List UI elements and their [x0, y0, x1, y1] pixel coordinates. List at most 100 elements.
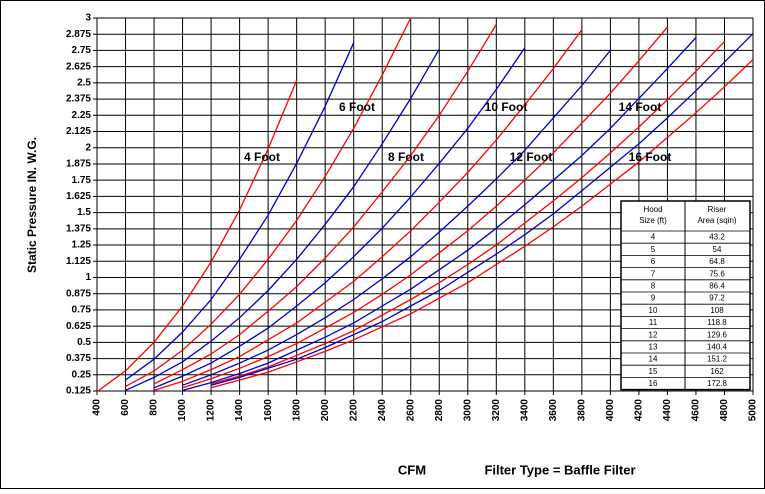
x-tick-label: 3000	[462, 399, 473, 422]
y-tick-label: 1.75	[72, 175, 92, 186]
y-tick-label: 1.375	[66, 223, 91, 234]
y-tick-label: 1	[85, 272, 91, 283]
table-cell: 12	[649, 330, 658, 339]
curve-label: 14 Foot	[619, 100, 662, 114]
table-cell: 10	[649, 306, 658, 315]
curve	[96, 80, 298, 393]
y-tick-label: 2	[85, 142, 91, 153]
curve-label: 12 Foot	[510, 150, 553, 164]
table-cell: 7	[651, 269, 656, 278]
table-cell: 64.8	[709, 257, 725, 266]
subtitle: Filter Type = Baffle Filter	[484, 462, 635, 477]
y-tick-label: 2.5	[77, 78, 91, 89]
table-cell: 14	[649, 355, 658, 364]
curve	[182, 26, 668, 389]
x-tick-label: 3200	[491, 399, 502, 422]
curve	[153, 24, 497, 385]
x-tick-label: 4800	[719, 399, 730, 422]
curve	[153, 29, 583, 392]
y-tick-label: 0.25	[72, 369, 92, 380]
y-tick-label: 1.875	[66, 159, 91, 170]
x-tick-label: 4400	[662, 399, 673, 422]
curve-label: 8 Foot	[388, 150, 424, 164]
x-tick-label: 2000	[320, 399, 331, 422]
curve	[153, 47, 526, 389]
y-tick-label: 2.125	[66, 126, 91, 137]
y-axis-label: Static Pressure IN. W.G.	[25, 137, 39, 273]
y-tick-label: 1.625	[66, 191, 91, 202]
curve	[182, 37, 697, 392]
table-cell: 86.4	[709, 282, 725, 291]
x-tick-label: 4600	[691, 399, 702, 422]
table-cell: 6	[651, 257, 656, 266]
y-tick-label: 1.125	[66, 256, 91, 267]
x-tick-label: 2400	[377, 399, 388, 422]
x-tick-label: 400	[92, 399, 103, 416]
y-tick-label: 0.75	[72, 305, 92, 316]
x-tick-label: 3400	[519, 399, 530, 422]
y-tick-label: 1.25	[72, 240, 92, 251]
table-cell: 75.6	[709, 269, 725, 278]
x-tick-label: 4000	[605, 399, 616, 422]
table-cell: 108	[710, 306, 724, 315]
curve-label: 6 Foot	[339, 100, 375, 114]
table-cell: 16	[649, 379, 658, 388]
table-cell: 97.2	[709, 294, 725, 303]
curve	[125, 48, 440, 391]
curve	[182, 49, 611, 386]
x-tick-label: 1000	[177, 399, 188, 422]
curve	[210, 33, 754, 386]
table-cell: 54	[713, 245, 722, 254]
curve	[210, 59, 754, 389]
y-tick-label: 3	[85, 13, 91, 24]
y-tick-label: 2.375	[66, 94, 91, 105]
curve	[125, 17, 412, 388]
curve	[125, 42, 355, 381]
x-tick-label: 1600	[263, 399, 274, 422]
table-cell: 15	[649, 367, 658, 376]
x-tick-label: 1800	[291, 399, 302, 422]
y-tick-label: 0.5	[77, 337, 91, 348]
curve-label: 16 Foot	[629, 150, 672, 164]
table-cell: 162	[710, 367, 724, 376]
x-tick-label: 4200	[634, 399, 645, 422]
x-tick-label: 5000	[748, 399, 759, 422]
x-tick-label: 1200	[206, 399, 217, 422]
y-tick-label: 2.625	[66, 61, 91, 72]
x-tick-label: 800	[149, 399, 160, 416]
curve-label: 10 Foot	[485, 100, 528, 114]
y-tick-label: 1.5	[77, 207, 91, 218]
x-axis-label: CFM	[398, 462, 426, 477]
table-cell: 5	[651, 245, 656, 254]
curve-label: 4 Foot	[244, 150, 280, 164]
table-cell: 129.6	[707, 330, 728, 339]
table-cell: 8	[651, 282, 656, 291]
table-cell: 13	[649, 343, 658, 352]
table-cell: 118.8	[707, 318, 727, 327]
y-tick-label: 0.875	[66, 288, 91, 299]
y-tick-label: 0.125	[66, 386, 91, 397]
x-tick-label: 600	[120, 399, 131, 416]
table-cell: 4	[651, 233, 656, 242]
x-tick-label: 2200	[348, 399, 359, 422]
table-header: Hood Size (ft)	[639, 205, 667, 225]
y-tick-label: 2.875	[66, 29, 91, 40]
table-cell: 43.2	[709, 233, 725, 242]
y-tick-label: 0.375	[66, 353, 91, 364]
table-cell: 11	[649, 318, 658, 327]
curve	[210, 40, 725, 385]
table-header: Riser Area (sqin)	[697, 205, 736, 225]
table-cell: 140.4	[707, 343, 728, 352]
x-tick-label: 3600	[548, 399, 559, 422]
x-tick-label: 2800	[434, 399, 445, 422]
x-tick-label: 3800	[577, 399, 588, 422]
y-tick-label: 0.625	[66, 321, 91, 332]
x-tick-label: 1400	[234, 399, 245, 422]
table-cell: 172.8	[707, 379, 728, 388]
table-cell: 9	[651, 294, 656, 303]
y-tick-label: 2.25	[72, 110, 92, 121]
x-tick-label: 2600	[405, 399, 416, 422]
table-cell: 151.2	[707, 355, 728, 364]
y-tick-label: 2.75	[72, 45, 92, 56]
